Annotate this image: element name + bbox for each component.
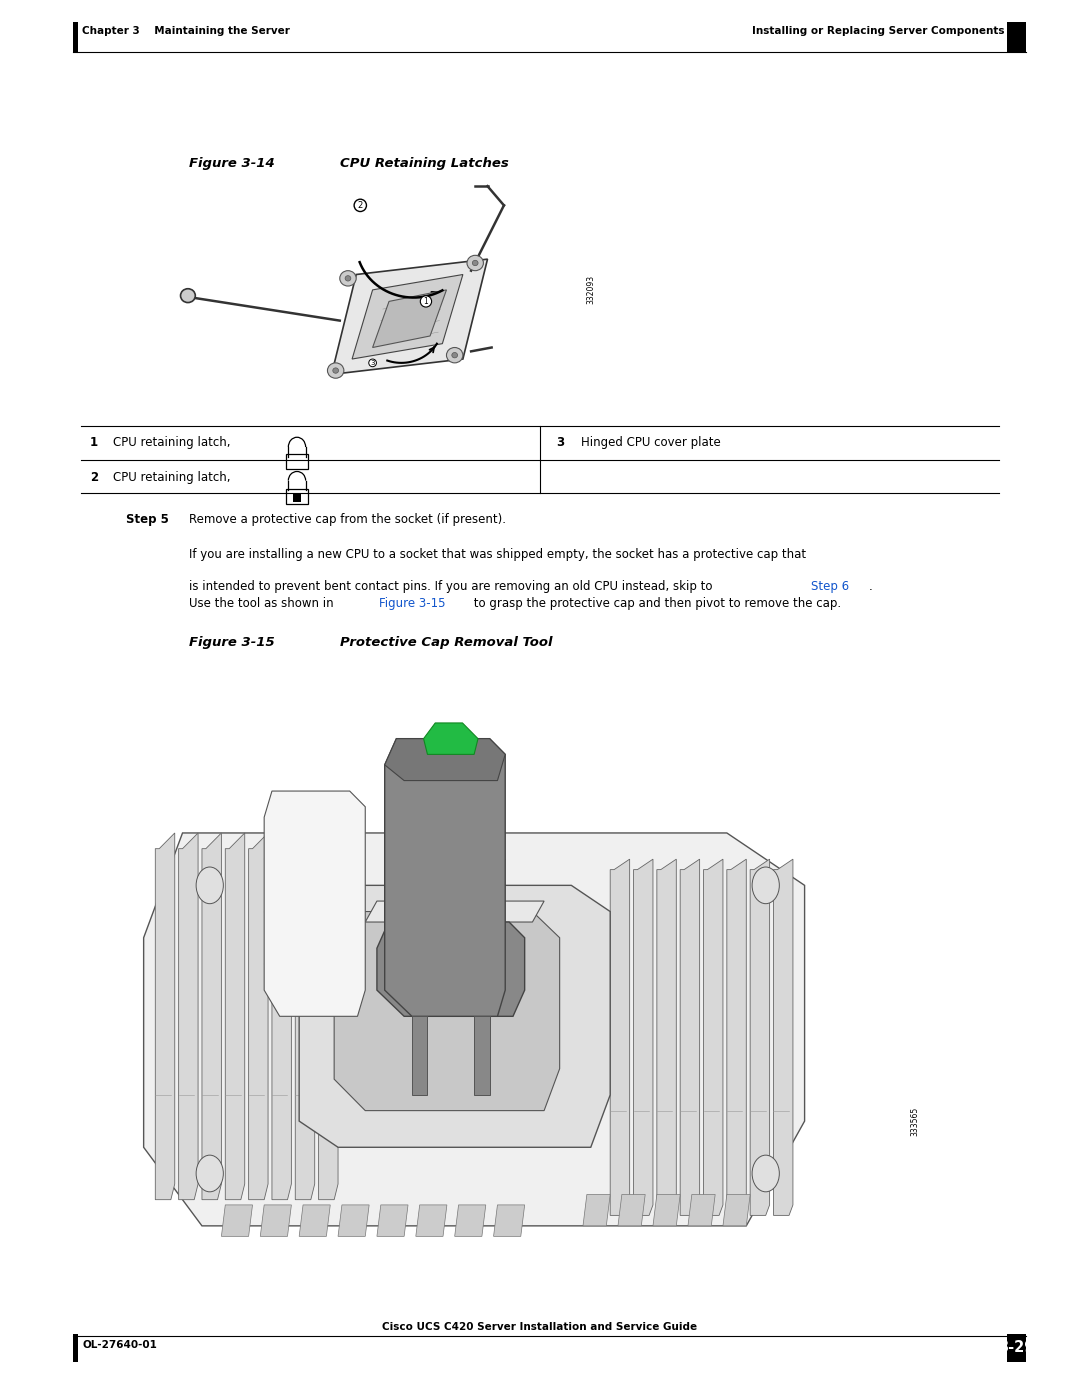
Bar bbox=[73, 22, 78, 53]
Polygon shape bbox=[657, 859, 676, 1215]
Text: 3-29: 3-29 bbox=[998, 1340, 1035, 1355]
Text: Step 6: Step 6 bbox=[811, 580, 849, 592]
Text: CPU retaining latch,: CPU retaining latch, bbox=[113, 436, 231, 448]
Polygon shape bbox=[373, 291, 446, 348]
Polygon shape bbox=[221, 1204, 253, 1236]
Circle shape bbox=[446, 348, 463, 363]
Polygon shape bbox=[226, 833, 245, 1200]
Circle shape bbox=[346, 275, 351, 281]
Text: 1: 1 bbox=[423, 298, 429, 306]
Polygon shape bbox=[384, 739, 505, 781]
Polygon shape bbox=[352, 275, 463, 359]
Polygon shape bbox=[338, 1204, 369, 1236]
Polygon shape bbox=[377, 922, 525, 1017]
Circle shape bbox=[197, 868, 224, 904]
Text: 2: 2 bbox=[90, 471, 98, 483]
Polygon shape bbox=[411, 1017, 428, 1095]
Circle shape bbox=[197, 1155, 224, 1192]
Text: to grasp the protective cap and then pivot to remove the cap.: to grasp the protective cap and then piv… bbox=[470, 597, 841, 609]
Text: Protective Cap Removal Tool: Protective Cap Removal Tool bbox=[340, 636, 553, 648]
Polygon shape bbox=[332, 260, 487, 374]
Bar bbox=[286, 454, 308, 469]
Polygon shape bbox=[727, 859, 746, 1215]
Polygon shape bbox=[319, 833, 338, 1200]
Polygon shape bbox=[334, 911, 559, 1111]
Polygon shape bbox=[583, 1194, 610, 1227]
Text: Figure 3-14: Figure 3-14 bbox=[189, 158, 274, 170]
Text: Hinged CPU cover plate: Hinged CPU cover plate bbox=[581, 436, 720, 448]
Polygon shape bbox=[384, 739, 505, 1017]
Bar bbox=[286, 489, 308, 504]
Circle shape bbox=[467, 256, 484, 271]
Polygon shape bbox=[272, 833, 292, 1200]
Polygon shape bbox=[299, 886, 610, 1147]
Polygon shape bbox=[202, 833, 221, 1200]
Circle shape bbox=[340, 271, 356, 286]
Polygon shape bbox=[474, 1017, 489, 1095]
Text: OL-27640-01: OL-27640-01 bbox=[82, 1340, 157, 1350]
Polygon shape bbox=[265, 791, 365, 1017]
Circle shape bbox=[180, 289, 195, 303]
Circle shape bbox=[752, 1155, 780, 1192]
Polygon shape bbox=[688, 1194, 715, 1227]
Polygon shape bbox=[144, 833, 805, 1227]
Text: If you are installing a new CPU to a socket that was shipped empty, the socket h: If you are installing a new CPU to a soc… bbox=[189, 548, 806, 560]
Polygon shape bbox=[653, 1194, 680, 1227]
Polygon shape bbox=[248, 833, 268, 1200]
Text: CPU Retaining Latches: CPU Retaining Latches bbox=[340, 158, 509, 170]
Polygon shape bbox=[365, 901, 544, 922]
Text: Step 5: Step 5 bbox=[126, 513, 170, 525]
Polygon shape bbox=[260, 1204, 292, 1236]
Polygon shape bbox=[723, 1194, 751, 1227]
Polygon shape bbox=[156, 833, 175, 1200]
Bar bbox=[1007, 1334, 1026, 1362]
Bar bbox=[1007, 22, 1026, 53]
Text: 2: 2 bbox=[357, 201, 363, 210]
Polygon shape bbox=[703, 859, 723, 1215]
Text: CPU retaining latch,: CPU retaining latch, bbox=[113, 471, 231, 483]
Text: 333565: 333565 bbox=[910, 1106, 919, 1136]
Polygon shape bbox=[416, 1204, 447, 1236]
Circle shape bbox=[333, 367, 338, 373]
Text: Remove a protective cap from the socket (if present).: Remove a protective cap from the socket … bbox=[189, 513, 507, 525]
Text: 3: 3 bbox=[556, 436, 565, 448]
Circle shape bbox=[451, 352, 458, 358]
Text: Installing or Replacing Server Components: Installing or Replacing Server Component… bbox=[752, 25, 1004, 36]
Polygon shape bbox=[751, 859, 770, 1215]
Polygon shape bbox=[178, 833, 198, 1200]
Polygon shape bbox=[634, 859, 653, 1215]
Text: 3: 3 bbox=[370, 360, 375, 366]
Polygon shape bbox=[610, 859, 630, 1215]
Text: 332093: 332093 bbox=[586, 275, 595, 305]
Polygon shape bbox=[295, 833, 314, 1200]
Circle shape bbox=[327, 363, 343, 379]
Text: Cisco UCS C420 Server Installation and Service Guide: Cisco UCS C420 Server Installation and S… bbox=[382, 1322, 698, 1331]
Circle shape bbox=[752, 868, 780, 904]
Polygon shape bbox=[455, 1204, 486, 1236]
Text: Figure 3-15: Figure 3-15 bbox=[379, 597, 446, 609]
Polygon shape bbox=[773, 859, 793, 1215]
Polygon shape bbox=[618, 1194, 645, 1227]
Polygon shape bbox=[494, 1204, 525, 1236]
Text: Figure 3-15: Figure 3-15 bbox=[189, 636, 274, 648]
Polygon shape bbox=[423, 724, 478, 754]
Bar bbox=[293, 493, 301, 502]
Circle shape bbox=[472, 260, 478, 265]
Text: .: . bbox=[868, 580, 872, 592]
Text: Chapter 3    Maintaining the Server: Chapter 3 Maintaining the Server bbox=[82, 25, 289, 36]
Bar bbox=[73, 1334, 78, 1362]
Polygon shape bbox=[680, 859, 700, 1215]
Polygon shape bbox=[299, 1204, 330, 1236]
Text: 1: 1 bbox=[90, 436, 98, 448]
Polygon shape bbox=[287, 796, 357, 922]
Text: is intended to prevent bent contact pins. If you are removing an old CPU instead: is intended to prevent bent contact pins… bbox=[189, 580, 716, 592]
Polygon shape bbox=[377, 1204, 408, 1236]
Text: Use the tool as shown in: Use the tool as shown in bbox=[189, 597, 337, 609]
